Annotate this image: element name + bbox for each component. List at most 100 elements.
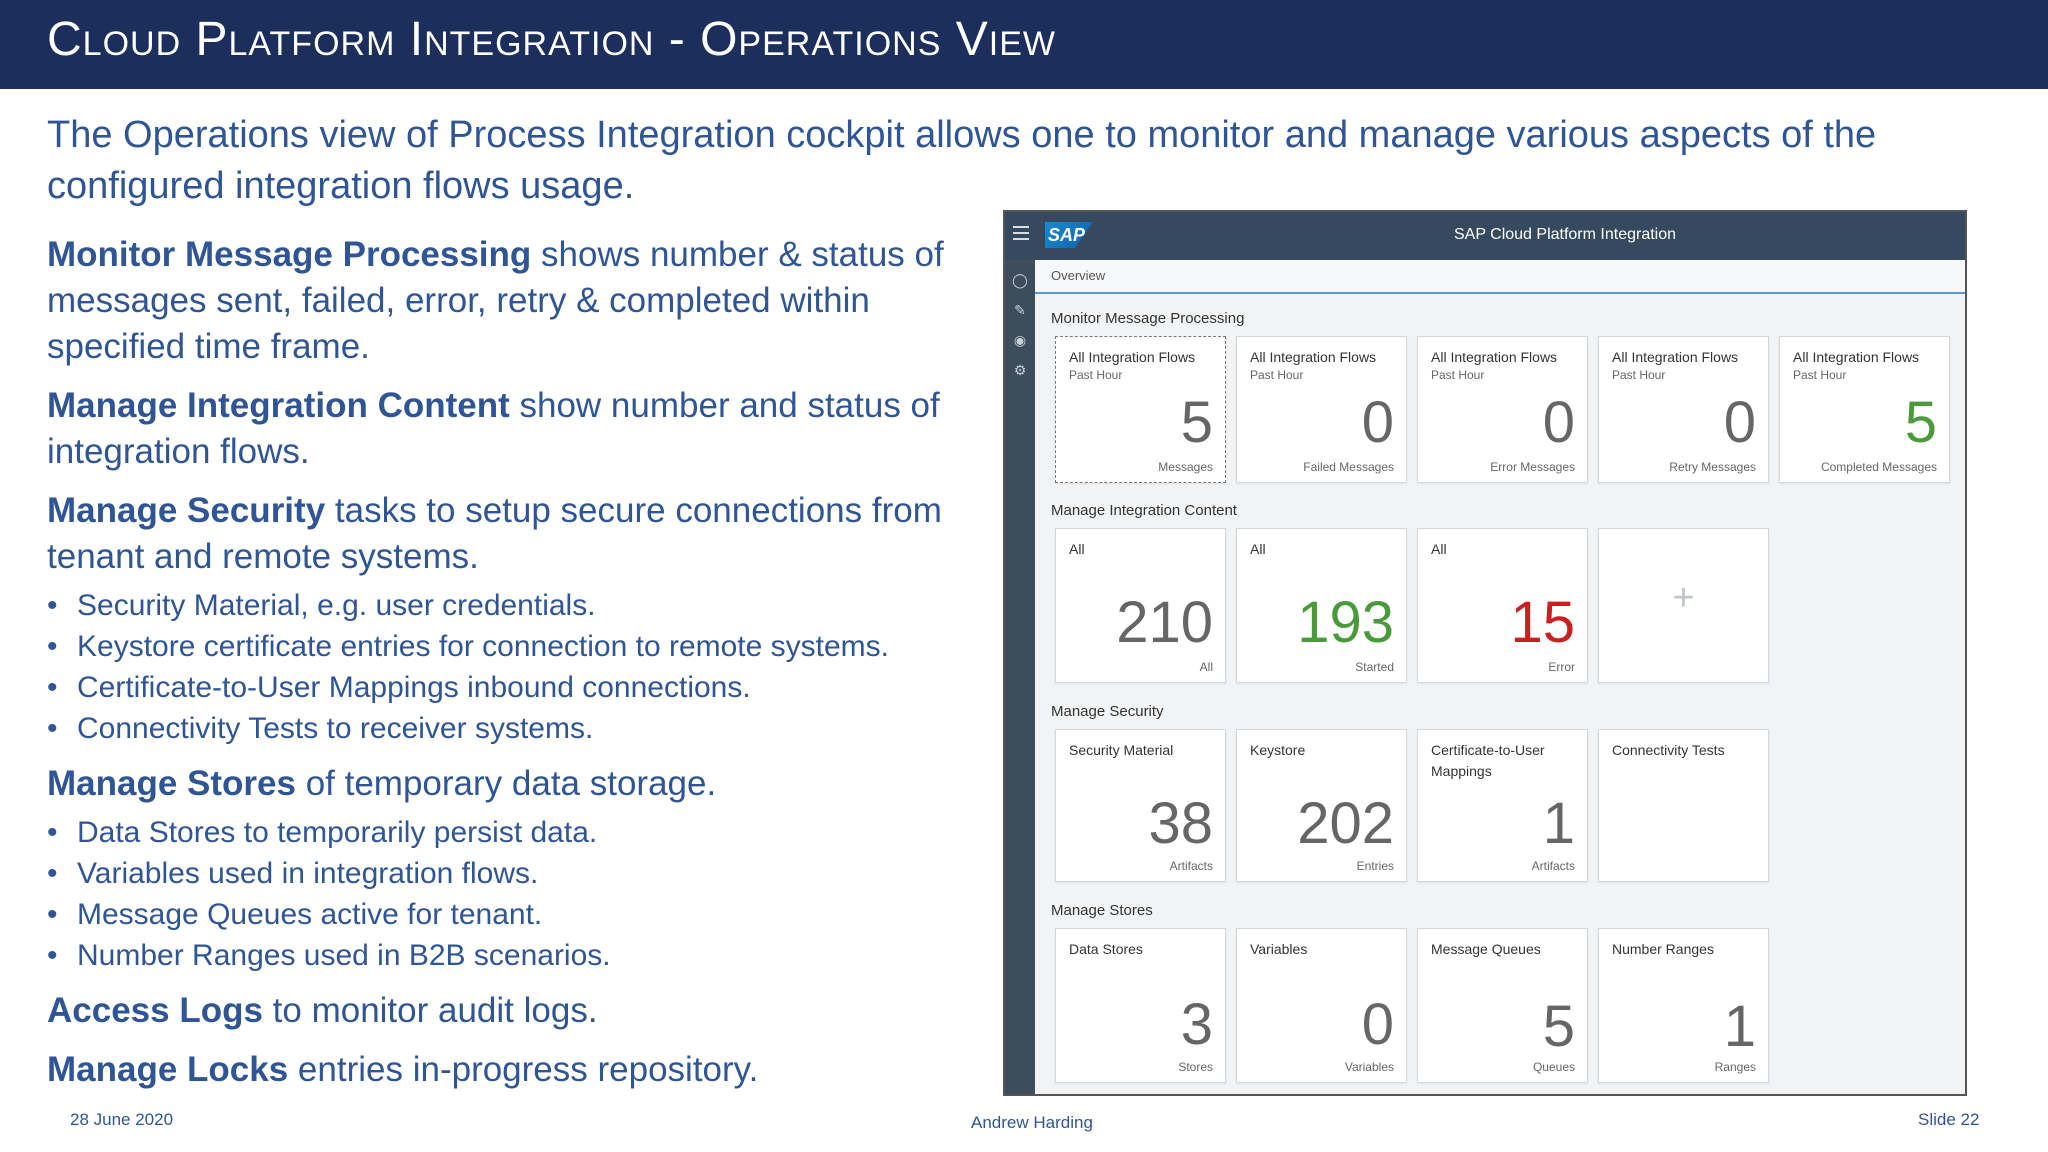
paragraph-heading: Access Logs: [47, 991, 263, 1030]
tile-content-started[interactable]: All 193 Started: [1236, 528, 1407, 683]
tile-keystore[interactable]: Keystore 202 Entries: [1236, 729, 1407, 882]
tile-title: Variables: [1250, 941, 1308, 957]
tile-unit: Failed Messages: [1303, 460, 1394, 474]
tile-value: 0: [1361, 992, 1394, 1057]
bullet-item: Connectivity Tests to receiver systems.: [47, 708, 972, 749]
section-content-label: Manage Integration Content: [1051, 502, 1237, 519]
paragraph-stores: Manage Stores of temporary data storage.: [47, 761, 972, 807]
tile-title: Security Material: [1069, 742, 1174, 758]
tile-title: Certificate-to-User Mappings: [1431, 742, 1545, 779]
tile-completed-messages[interactable]: All Integration Flows Past Hour 5 Comple…: [1779, 336, 1950, 483]
tile-subtitle: Past Hour: [1250, 368, 1304, 382]
cpi-screenshot: SAP SAP Cloud Platform Integration ◯ ✎ ◉…: [1003, 210, 1967, 1096]
paragraph-heading: Manage Locks: [47, 1050, 289, 1089]
tile-value: 210: [1116, 590, 1213, 655]
tile-value: 3: [1180, 992, 1213, 1057]
tile-title: Connectivity Tests: [1612, 742, 1725, 758]
tile-unit: Completed Messages: [1820, 460, 1937, 474]
breadcrumb-overview[interactable]: Overview: [1051, 268, 1106, 283]
tile-certificate-user-mappings[interactable]: Certificate-to-User Mappings 1 Artifacts: [1417, 729, 1588, 882]
paragraph-text: to monitor audit logs.: [262, 991, 598, 1030]
tile-unit: All: [1199, 660, 1213, 674]
app-title: SAP Cloud Platform Integration: [1453, 226, 1677, 243]
tile-unit: Ranges: [1714, 1060, 1756, 1074]
paragraph-text: of temporary data storage.: [295, 764, 717, 803]
tile-content-all[interactable]: All 210 All: [1055, 528, 1226, 683]
tile-retry-messages[interactable]: All Integration Flows Past Hour 0 Retry …: [1598, 336, 1769, 483]
tile-failed-messages[interactable]: All Integration Flows Past Hour 0 Failed…: [1236, 336, 1407, 483]
tile-value: 1: [1542, 791, 1575, 856]
pencil-icon[interactable]: ✎: [1014, 302, 1026, 318]
bullet-item: Data Stores to temporarily persist data.: [47, 812, 972, 853]
tile-connectivity-tests[interactable]: Connectivity Tests: [1598, 729, 1769, 882]
tile-unit: Messages: [1158, 460, 1213, 474]
tile-subtitle: Past Hour: [1069, 368, 1123, 382]
tile-unit: Variables: [1344, 1060, 1394, 1074]
tile-title: All Integration Flows: [1069, 349, 1196, 365]
tile-value: 5: [1180, 390, 1213, 455]
tile-title: All: [1250, 541, 1266, 557]
bullet-item: Certificate-to-User Mappings inbound con…: [47, 667, 972, 708]
tile-value: 0: [1361, 390, 1394, 455]
section-security-label: Manage Security: [1051, 703, 1164, 720]
tile-data-stores[interactable]: Data Stores 3 Stores: [1055, 928, 1226, 1083]
tile-value: 0: [1723, 390, 1756, 455]
tile-error-messages[interactable]: All Integration Flows Past Hour 0 Error …: [1417, 336, 1588, 483]
stores-bullet-list: Data Stores to temporarily persist data.…: [47, 812, 972, 976]
eye-icon[interactable]: ◉: [1013, 332, 1027, 348]
slide-title: Cloud Platform Integration - Operations …: [47, 13, 1056, 66]
tile-subtitle: Past Hour: [1431, 368, 1485, 382]
tile-subtitle: Past Hour: [1612, 368, 1666, 382]
paragraph-content: Manage Integration Content show number a…: [47, 383, 972, 475]
breadcrumb: Overview: [1035, 260, 1965, 294]
footer-author: Andrew Harding: [971, 1113, 1093, 1132]
body-text: Monitor Message Processing shows number …: [47, 232, 972, 1106]
tile-title: All Integration Flows: [1612, 349, 1739, 365]
paragraph-monitor: Monitor Message Processing shows number …: [47, 232, 972, 370]
paragraph-locks: Manage Locks entries in-progress reposit…: [47, 1047, 972, 1093]
bullet-item: Message Queues active for tenant.: [47, 894, 972, 935]
tile-value: 202: [1297, 791, 1394, 856]
bullet-item: Keystore certificate entries for connect…: [47, 626, 972, 667]
tile-title: All Integration Flows: [1431, 349, 1558, 365]
tile-content-error[interactable]: All 15 Error: [1417, 528, 1588, 683]
tile-unit: Entries: [1356, 859, 1394, 873]
paragraph-heading: Manage Integration Content: [47, 386, 510, 425]
tile-value: 193: [1297, 590, 1394, 655]
tile-unit: Started: [1355, 660, 1394, 674]
menu-icon[interactable]: [1013, 226, 1029, 240]
compass-icon[interactable]: ◯: [1012, 272, 1028, 288]
paragraph-text: entries in-progress repository.: [288, 1050, 759, 1089]
tile-unit: Artifacts: [1169, 859, 1213, 873]
footer-slide-number: Slide 22: [1918, 1110, 1980, 1129]
tile-unit: Error Messages: [1490, 460, 1575, 474]
paragraph-heading: Manage Stores: [47, 764, 296, 803]
tile-unit: Stores: [1178, 1060, 1213, 1074]
paragraph-text: show number and status of integration fl…: [47, 386, 940, 471]
tile-value: 5: [1904, 390, 1937, 455]
title-bar: Cloud Platform Integration - Operations …: [0, 0, 2048, 89]
security-bullet-list: Security Material, e.g. user credentials…: [47, 585, 972, 749]
footer-date: 28 June 2020: [70, 1110, 174, 1129]
tile-value: 15: [1510, 590, 1575, 655]
tile-value: 38: [1148, 791, 1213, 856]
tile-value: 5: [1542, 994, 1575, 1059]
tile-title: Keystore: [1250, 742, 1306, 758]
tile-title: All Integration Flows: [1793, 349, 1920, 365]
tile-title: Number Ranges: [1612, 941, 1714, 957]
tile-number-ranges[interactable]: Number Ranges 1 Ranges: [1598, 928, 1769, 1083]
tile-value: 0: [1542, 390, 1575, 455]
tile-security-material[interactable]: Security Material 38 Artifacts: [1055, 729, 1226, 882]
tile-message-queues[interactable]: Message Queues 5 Queues: [1417, 928, 1588, 1083]
tile-title: All: [1069, 541, 1085, 557]
bullet-item: Variables used in integration flows.: [47, 853, 972, 894]
bullet-item: Number Ranges used in B2B scenarios.: [47, 935, 972, 976]
add-tile-button[interactable]: +: [1598, 528, 1769, 683]
paragraph-heading: Manage Security: [47, 491, 326, 530]
tile-unit: Retry Messages: [1669, 460, 1756, 474]
plus-icon: +: [1672, 577, 1695, 619]
intro-text: The Operations view of Process Integrati…: [47, 114, 1877, 207]
tile-variables[interactable]: Variables 0 Variables: [1236, 928, 1407, 1083]
tile-messages[interactable]: All Integration Flows Past Hour 5 Messag…: [1055, 336, 1226, 483]
settings-icon[interactable]: ⚙: [1013, 362, 1027, 378]
